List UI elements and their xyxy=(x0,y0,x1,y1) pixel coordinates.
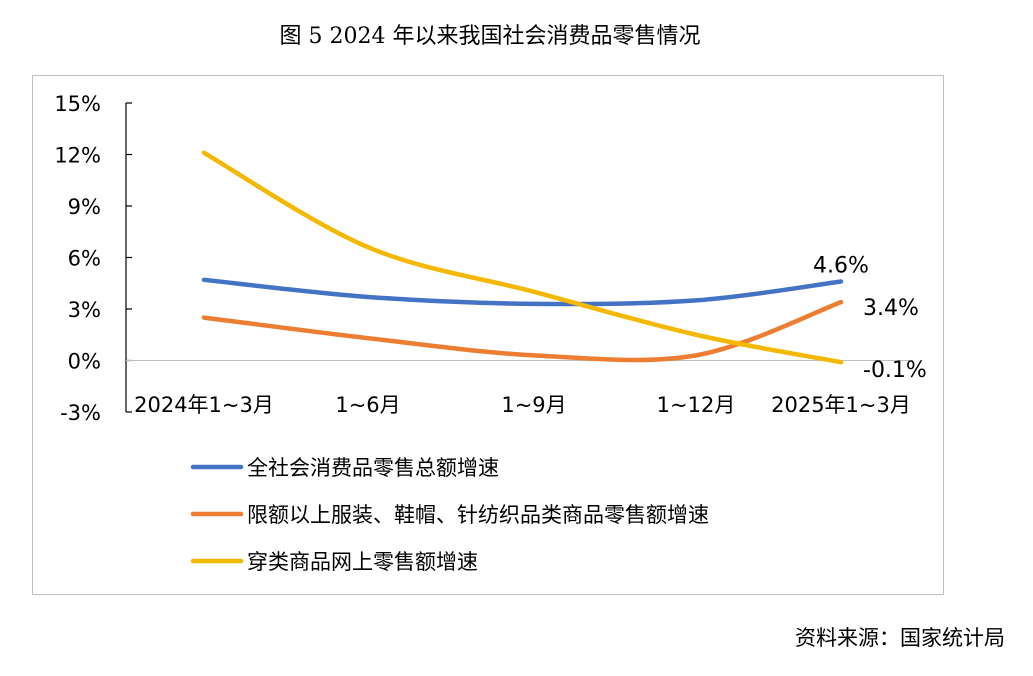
y-tick-label: -3% xyxy=(60,401,101,425)
data-label: 3.4% xyxy=(863,296,919,321)
y-tick-label: 12% xyxy=(54,144,101,168)
data-label: -0.1% xyxy=(863,358,927,383)
x-tick-label: 1~12月 xyxy=(657,393,736,417)
x-tick-label: 2024年1~3月 xyxy=(134,393,274,417)
line-chart: 15% 12% 9% 6% 3% 0% -3% 2024年1~3月 1~6月 1~9月 1~12月 2… xyxy=(54,92,927,574)
legend-label: 限额以上服装、鞋帽、针纺织品类商品零售额增速 xyxy=(247,503,709,527)
series-line-2 xyxy=(201,299,844,363)
series-line-1 xyxy=(201,277,844,307)
x-tick-label: 2025年1~3月 xyxy=(771,393,911,417)
figure-title: 图 5 2024 年以来我国社会消费品零售情况 xyxy=(279,24,701,49)
source-note: 资料来源：国家统计局 xyxy=(795,626,1005,650)
data-label: 4.6% xyxy=(813,254,869,279)
chart-container: 15% 12% 9% 6% 3% 0% -3% 2024年1~3月 1~6月 1~9月 1~12月 2… xyxy=(32,75,944,595)
y-tick-label: 9% xyxy=(68,195,101,219)
y-tick-label: 0% xyxy=(68,350,101,374)
y-tick-label: 15% xyxy=(54,92,101,116)
y-tick-label: 6% xyxy=(68,247,101,271)
legend-label: 穿类商品网上零售额增速 xyxy=(247,550,478,574)
y-tick-label: 3% xyxy=(68,298,101,322)
x-tick-label: 1~9月 xyxy=(501,393,566,417)
x-tick-label: 1~6月 xyxy=(335,393,400,417)
series-line-3 xyxy=(201,150,844,365)
legend-label: 全社会消费品零售总额增速 xyxy=(247,456,499,480)
